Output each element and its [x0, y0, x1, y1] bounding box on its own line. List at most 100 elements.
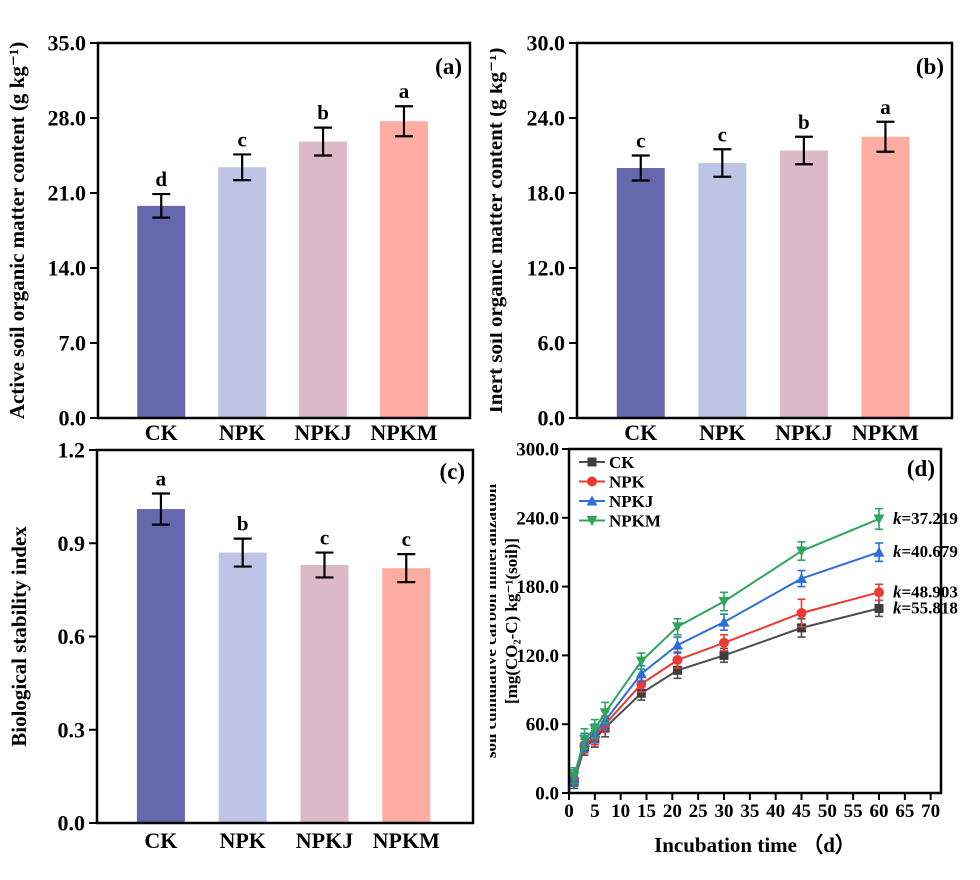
data-point-npk	[672, 654, 683, 665]
legend-marker-ck	[587, 457, 597, 467]
y-tick-label: 24.0	[527, 106, 566, 131]
x-tick-label: 55	[844, 801, 863, 822]
data-point-npkj	[873, 546, 885, 557]
panel-label: (d)	[907, 456, 935, 481]
rate-constant-annotation: k=40.679	[893, 542, 958, 561]
bar-npkj	[300, 565, 349, 822]
data-point-npkm	[568, 771, 580, 782]
panel-label: (b)	[916, 54, 944, 79]
rate-constant-annotation: k=55.818	[893, 598, 958, 617]
x-tick-label: 10	[611, 801, 630, 822]
y-tick-label: 0.3	[58, 717, 86, 742]
category-label: NPKJ	[294, 420, 351, 445]
bar-npk	[218, 167, 267, 417]
panel-d-carbon-mineralization-line-chart: 0 5 10 15 20 25 30 35 40 45 50 55 60 65 70 0.0 60.0 120.0…	[490, 440, 958, 858]
significance-letter: c	[237, 127, 246, 151]
data-point-npkj	[635, 668, 647, 679]
panel-a-active-som-bar-chart: 0.0 7.0 14.0 21.0 28.0 35.0 Active soil organi…	[5, 31, 472, 445]
x-tick-label: 0	[564, 801, 574, 822]
bar-npkj	[299, 141, 348, 418]
data-point-ck	[719, 650, 729, 660]
y-axis-label-line1: soil cumulative carbon mineralization	[490, 483, 500, 758]
y-axis-label: Biological stability index	[7, 526, 31, 747]
significance-letter: d	[155, 167, 167, 191]
data-point-ck	[636, 688, 646, 698]
data-point-npkm	[796, 546, 807, 557]
y-tick-label: 14.0	[48, 256, 87, 281]
bar-npkm	[379, 121, 428, 417]
y-tick-label: 0.0	[59, 406, 87, 431]
y-tick-label: 300.0	[516, 440, 559, 461]
panel-b-inert-som-bar-chart: 0.0 6.0 12.0 18.0 24.0 30.0 Inert soil organic…	[490, 31, 954, 445]
y-tick-label: 1.2	[58, 438, 86, 463]
axis-frame	[95, 448, 475, 825]
data-point-npkm	[579, 734, 590, 745]
y-tick-label: 120.0	[516, 646, 559, 667]
panel-label: (c)	[439, 459, 465, 484]
x-tick-label: 20	[663, 801, 682, 822]
rate-constant-annotation: k=48.903	[893, 582, 958, 601]
x-tick-label: 60	[870, 801, 889, 822]
x-tick-label: 45	[792, 801, 811, 822]
bar-ck	[136, 509, 185, 822]
legend-label: CK	[609, 453, 635, 472]
category-label: CK	[145, 420, 178, 445]
legend-label: NPKM	[609, 512, 661, 531]
legend-label: NPKJ	[609, 492, 654, 511]
x-axis-label: Incubation time （d）	[654, 833, 856, 857]
axis-frame	[567, 447, 943, 795]
x-tick-label: 40	[766, 801, 785, 822]
significance-letter: a	[156, 467, 167, 491]
legend-label: NPK	[609, 473, 646, 492]
panel-c-biological-stability-bar-chart: 0.0 0.3 0.6 0.9 1.2 Biological stability inde…	[7, 438, 475, 853]
y-tick-label: 0.0	[58, 811, 86, 836]
data-point-npkm	[635, 656, 647, 667]
y-tick-label: 21.0	[48, 181, 87, 206]
significance-letter: a	[399, 79, 410, 103]
category-label: NPKM	[373, 828, 440, 853]
y-axis-label: Inert soil organic matter content (g kg⁻…	[490, 48, 507, 414]
category-label: NPK	[219, 828, 265, 853]
category-label: CK	[144, 828, 177, 853]
bar-npkm	[382, 568, 431, 822]
category-label: NPK	[219, 420, 265, 445]
significance-letter: b	[798, 110, 810, 134]
bar-npk	[218, 552, 267, 822]
x-tick-label: 70	[921, 801, 940, 822]
data-point-npkm	[873, 514, 885, 525]
data-point-npkj	[796, 573, 807, 584]
y-tick-label: 60.0	[526, 715, 559, 736]
rate-constant-annotation: k=37.219	[893, 509, 958, 528]
data-point-ck	[874, 603, 884, 613]
legend-marker-npkj	[586, 495, 598, 506]
x-tick-label: 65	[895, 801, 914, 822]
y-tick-label: 0.0	[538, 406, 566, 431]
y-tick-label: 180.0	[516, 577, 559, 598]
y-tick-label: 0.9	[58, 531, 86, 556]
bar-ck	[137, 205, 186, 417]
x-tick-label: 25	[689, 801, 708, 822]
x-tick-label: 30	[715, 801, 734, 822]
significance-letter: c	[636, 129, 645, 153]
y-tick-label: 35.0	[48, 31, 87, 56]
data-point-npk	[796, 607, 807, 618]
y-tick-label: 28.0	[48, 106, 87, 131]
category-label: NPKM	[852, 420, 919, 445]
bar-npk	[698, 163, 747, 417]
legend-marker-npk	[587, 476, 597, 487]
axis-frame	[575, 41, 954, 420]
bar-npkj	[779, 150, 828, 417]
significance-letter: a	[880, 95, 891, 119]
x-tick-label: 15	[637, 801, 656, 822]
legend-marker-npkm	[586, 516, 598, 526]
data-point-npkm	[672, 622, 683, 633]
x-tick-label: 5	[590, 801, 600, 822]
series-line-npkj	[573, 551, 880, 779]
category-label: CK	[624, 420, 657, 445]
y-tick-label: 0.0	[535, 784, 559, 805]
significance-letter: c	[320, 526, 329, 550]
significance-letter: b	[317, 101, 329, 125]
panel-label: (a)	[435, 54, 462, 79]
data-point-npkj	[718, 616, 730, 627]
